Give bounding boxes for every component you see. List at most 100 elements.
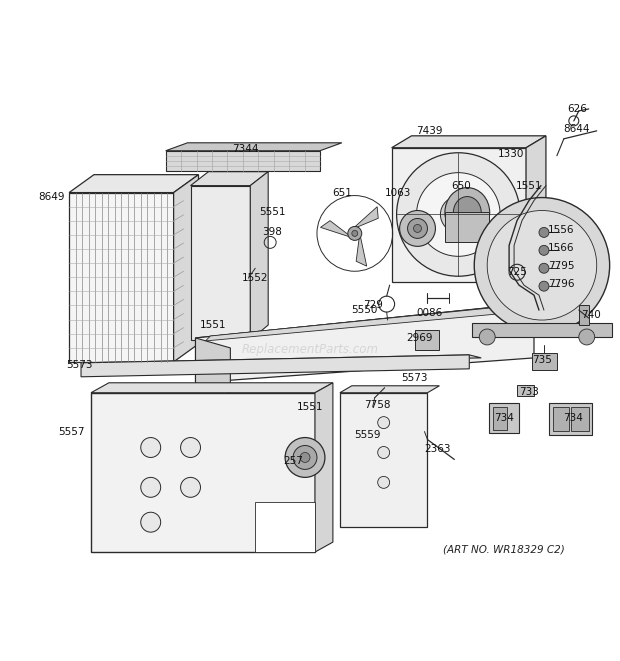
Text: 1551: 1551 [516,180,542,190]
Polygon shape [579,305,589,325]
Text: 733: 733 [519,387,539,397]
Circle shape [407,219,427,239]
Polygon shape [392,148,526,282]
Text: 740: 740 [581,310,601,320]
Text: 5557: 5557 [58,426,84,436]
Text: 2363: 2363 [424,444,451,455]
Text: 729: 729 [363,300,383,310]
Text: 0086: 0086 [417,308,443,318]
Polygon shape [69,175,198,192]
Circle shape [579,329,595,345]
Circle shape [378,477,389,488]
Polygon shape [195,303,569,348]
Polygon shape [166,151,320,171]
Polygon shape [352,207,378,229]
Polygon shape [190,172,268,186]
Polygon shape [553,407,569,430]
Text: 8644: 8644 [564,124,590,134]
Polygon shape [190,186,250,340]
Text: 8649: 8649 [38,192,64,202]
Polygon shape [250,172,268,340]
Polygon shape [195,338,231,393]
Text: 5573: 5573 [66,360,92,370]
Circle shape [400,210,435,247]
Circle shape [300,453,310,463]
Circle shape [479,329,495,345]
Text: 5551: 5551 [259,206,285,217]
Text: ReplacementParts.com: ReplacementParts.com [242,344,378,356]
Polygon shape [174,175,198,362]
Text: 734: 734 [494,412,514,422]
Text: 5550: 5550 [352,305,378,315]
Polygon shape [445,212,489,243]
Text: 7796: 7796 [547,279,574,290]
Text: 651: 651 [332,188,352,198]
Polygon shape [205,305,529,341]
Circle shape [378,447,389,459]
Polygon shape [489,403,519,432]
Text: 650: 650 [451,180,471,190]
Circle shape [180,438,200,457]
Circle shape [539,227,549,237]
Text: 1556: 1556 [547,225,574,235]
Ellipse shape [445,188,490,237]
Text: 257: 257 [283,457,303,467]
Polygon shape [81,355,469,377]
Polygon shape [415,330,440,350]
Circle shape [539,245,549,255]
Polygon shape [321,221,352,238]
Polygon shape [69,192,174,362]
Polygon shape [340,393,427,527]
Circle shape [293,446,317,469]
Text: 735: 735 [532,355,552,365]
Circle shape [141,477,161,497]
Polygon shape [493,407,507,430]
Polygon shape [549,403,591,434]
Circle shape [474,198,609,333]
Polygon shape [526,136,546,282]
Text: 1330: 1330 [498,149,525,159]
Text: 2969: 2969 [406,333,433,343]
Circle shape [487,210,596,320]
Circle shape [397,153,520,276]
Text: 1063: 1063 [384,188,411,198]
Polygon shape [517,385,534,396]
Text: 398: 398 [262,227,282,237]
Polygon shape [91,383,333,393]
Circle shape [180,477,200,497]
Text: 1566: 1566 [547,243,574,253]
Polygon shape [81,355,481,366]
Polygon shape [356,233,366,266]
Polygon shape [392,136,546,148]
Polygon shape [91,393,315,552]
Text: 5559: 5559 [355,430,381,440]
Circle shape [539,281,549,291]
Circle shape [414,225,422,233]
Circle shape [378,416,389,428]
Circle shape [141,512,161,532]
Polygon shape [472,323,612,337]
Circle shape [539,263,549,273]
Circle shape [352,231,358,237]
Circle shape [141,438,161,457]
Text: 1551: 1551 [200,320,227,330]
Polygon shape [532,353,557,370]
Text: 7795: 7795 [547,261,574,271]
Text: 7758: 7758 [365,400,391,410]
Circle shape [285,438,325,477]
Text: 7344: 7344 [232,143,259,154]
Text: 725: 725 [507,267,527,277]
Polygon shape [195,303,534,383]
Text: 1551: 1551 [297,402,323,412]
Text: 626: 626 [567,104,587,114]
Text: 7439: 7439 [416,126,443,136]
Circle shape [348,227,361,241]
Circle shape [440,196,476,233]
Text: 5573: 5573 [401,373,428,383]
Polygon shape [255,502,315,552]
Polygon shape [315,383,333,552]
Text: 1552: 1552 [242,273,268,283]
Text: (ART NO. WR18329 C2): (ART NO. WR18329 C2) [443,544,565,554]
Ellipse shape [453,196,481,229]
Text: 734: 734 [563,412,583,422]
